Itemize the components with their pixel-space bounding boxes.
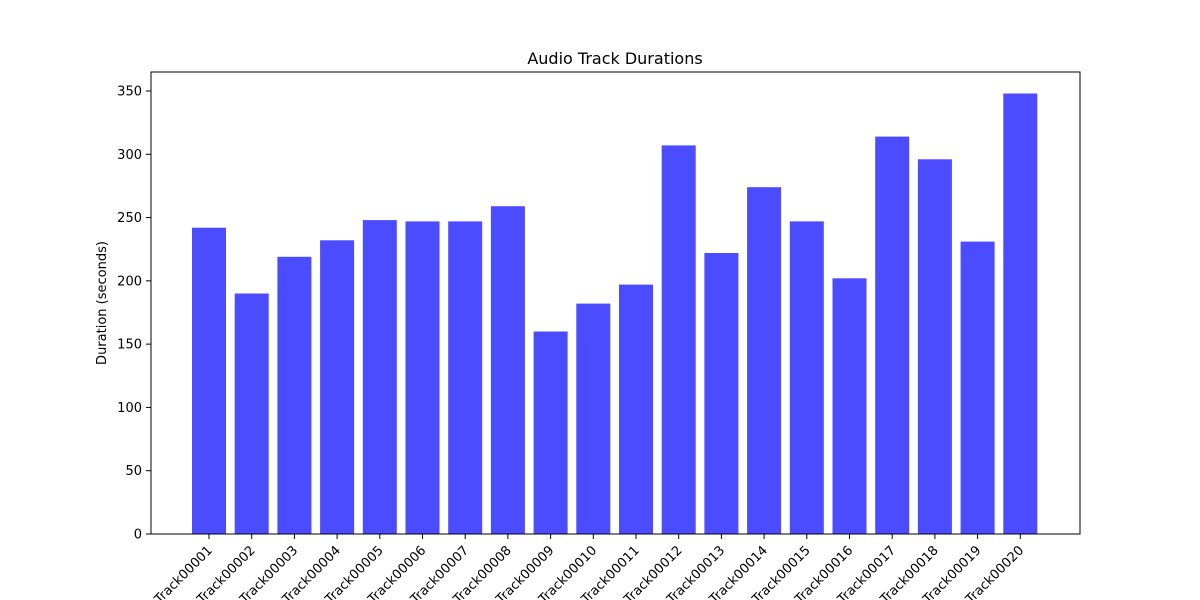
y-axis-ticks: 0 50 100 150 200 250 300 350: [117, 84, 151, 543]
plot-frame: [150, 71, 1081, 535]
bar-Track00002: [234, 293, 269, 534]
bar-Track00004: [320, 240, 355, 535]
y-tick-label: 350: [117, 84, 142, 99]
y-tick-label: 100: [117, 401, 142, 416]
y-tick-label: 50: [125, 464, 142, 479]
bars-group: [192, 93, 1038, 535]
bar-Track00008: [490, 206, 525, 534]
bar-Track00015: [789, 221, 824, 534]
y-tick-label: 0: [134, 528, 142, 543]
bar-Track00010: [576, 303, 611, 534]
bar-Track00019: [960, 241, 995, 534]
bar-Track00009: [533, 331, 568, 534]
x-axis-ticks: Track00001Track00002Track00003Track00004…: [151, 534, 1027, 600]
y-tick-label: 200: [117, 274, 142, 289]
bar-Track00012: [661, 145, 696, 534]
y-tick-label: 250: [117, 211, 142, 226]
bar-Track00005: [362, 220, 397, 534]
bar-Track00020: [1003, 93, 1038, 534]
bar-Track00003: [277, 256, 312, 534]
y-tick-label: 150: [117, 338, 142, 353]
bar-Track00011: [619, 284, 653, 534]
bar-Track00017: [875, 136, 910, 534]
bar-Track00018: [917, 159, 952, 535]
bar-Track00001: [192, 227, 226, 534]
y-axis-label: Duration (seconds): [95, 241, 110, 365]
bar-Track00013: [704, 253, 739, 534]
chart-title: Audio Track Durations: [527, 49, 702, 68]
bar-Track00014: [747, 187, 782, 534]
y-tick-label: 300: [117, 148, 142, 163]
bar-Track00016: [832, 278, 867, 534]
bar-Track00006: [405, 221, 440, 534]
bar-Track00007: [448, 221, 483, 534]
